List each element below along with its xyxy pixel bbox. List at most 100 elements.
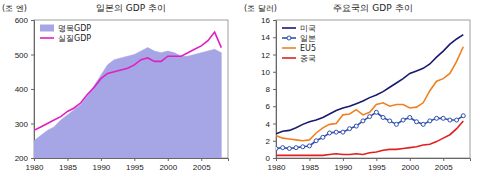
tick-mark — [376, 158, 377, 161]
plot-area — [276, 35, 465, 156]
tick-mark — [276, 158, 277, 161]
axis-line — [277, 159, 471, 162]
tick-label: 600 — [15, 16, 29, 25]
tick-label: 1985 — [59, 163, 77, 172]
tick: 6 — [266, 102, 276, 111]
tick-mark — [410, 158, 411, 161]
marker — [441, 116, 445, 120]
tick: 1985 — [301, 158, 319, 172]
legend-label: EU5 — [300, 44, 316, 53]
legend-label: 실질GDP — [58, 34, 91, 43]
marker — [301, 145, 305, 149]
tick: 1980 — [26, 158, 44, 172]
tick-mark — [343, 158, 344, 161]
tick-label: 10 — [261, 68, 270, 77]
tick-label: 2005 — [435, 163, 453, 172]
tick-mark — [168, 158, 169, 161]
marker — [448, 118, 452, 122]
tick: 500 — [15, 51, 34, 60]
x-axis: 1980 1985 1990 1995 2000 2005 — [268, 158, 471, 172]
tick: 2000 — [401, 158, 419, 172]
tick-label: 1990 — [92, 163, 110, 172]
tick-label: 12 — [261, 51, 270, 60]
tick-mark — [273, 141, 276, 142]
tick-mark — [31, 158, 34, 159]
marker — [388, 119, 392, 123]
legend-label: 미국 — [300, 24, 316, 33]
area — [34, 48, 221, 158]
marker — [374, 110, 378, 114]
legend-swatch — [40, 37, 54, 39]
tick: 300 — [15, 120, 34, 129]
marker — [421, 122, 425, 126]
tick: 10 — [261, 68, 276, 77]
tick: 1990 — [334, 158, 352, 172]
line — [276, 47, 463, 141]
tick-mark — [101, 158, 102, 161]
legend-marker — [287, 36, 291, 40]
y-axis: 200300400500600 — [15, 16, 35, 163]
tick: 1995 — [126, 158, 144, 172]
tick: 14 — [261, 33, 276, 42]
legend: 명목GDP실질GDP — [40, 24, 91, 43]
marker — [276, 147, 278, 151]
tick-mark — [273, 89, 276, 90]
chart: 주요국의 GDP 추이(조 달러)02468101214161980198519… — [244, 3, 471, 172]
tick-label: 6 — [266, 102, 271, 111]
marker — [281, 146, 285, 150]
legend-swatch — [282, 47, 296, 49]
line — [276, 112, 463, 148]
marker — [414, 120, 418, 124]
tick: 400 — [15, 85, 34, 94]
axis-line — [273, 21, 277, 159]
tick: 600 — [15, 16, 34, 25]
tick: 16 — [261, 16, 276, 25]
plot-frame — [34, 20, 228, 158]
tick-label: 1980 — [268, 163, 286, 172]
tick-mark — [309, 158, 310, 161]
marker — [307, 144, 311, 148]
tick-mark — [273, 20, 276, 21]
marker — [408, 115, 412, 119]
marker — [314, 139, 318, 143]
tick-label: 1995 — [126, 163, 144, 172]
x-axis: 1980 1985 1990 1995 2000 2005 — [26, 158, 229, 172]
tick-mark — [31, 55, 34, 56]
tick-mark — [273, 72, 276, 73]
tick-mark — [31, 89, 34, 90]
tick-label: 2 — [266, 137, 271, 146]
axis-line — [35, 159, 229, 162]
marker — [348, 127, 352, 131]
tick-label: 1995 — [368, 163, 386, 172]
y-axis-label: (조 엔) — [2, 4, 27, 13]
marker — [354, 124, 358, 128]
tick: 2000 — [159, 158, 177, 172]
marker — [321, 135, 325, 139]
tick: 2005 — [435, 158, 453, 172]
tick-mark — [134, 158, 135, 161]
marker — [368, 115, 372, 119]
tick-label: 400 — [15, 85, 29, 94]
tick: 1995 — [368, 158, 386, 172]
tick-mark — [273, 158, 276, 159]
legend-swatch — [282, 27, 296, 29]
legend-label: 중국 — [300, 54, 316, 63]
line — [34, 32, 221, 130]
tick-label: 16 — [261, 16, 270, 25]
legend-swatch — [282, 57, 296, 59]
marker — [435, 116, 439, 120]
tick-label: 2005 — [193, 163, 211, 172]
tick-mark — [443, 158, 444, 161]
tick-mark — [273, 55, 276, 56]
tick-mark — [273, 124, 276, 125]
tick: 1980 — [268, 158, 286, 172]
y-axis-label: (조 달러) — [244, 4, 277, 13]
figure: 일본의 GDP 추이(조 엔)2003004005006001980198519… — [0, 0, 480, 184]
tick-label: 4 — [266, 120, 271, 129]
marker — [428, 119, 432, 123]
y-axis: 0246810121416 — [261, 16, 276, 163]
tick-label: 14 — [261, 33, 270, 42]
tick-label: 500 — [15, 51, 29, 60]
tick: 2005 — [193, 158, 211, 172]
tick-label: 2000 — [401, 163, 419, 172]
